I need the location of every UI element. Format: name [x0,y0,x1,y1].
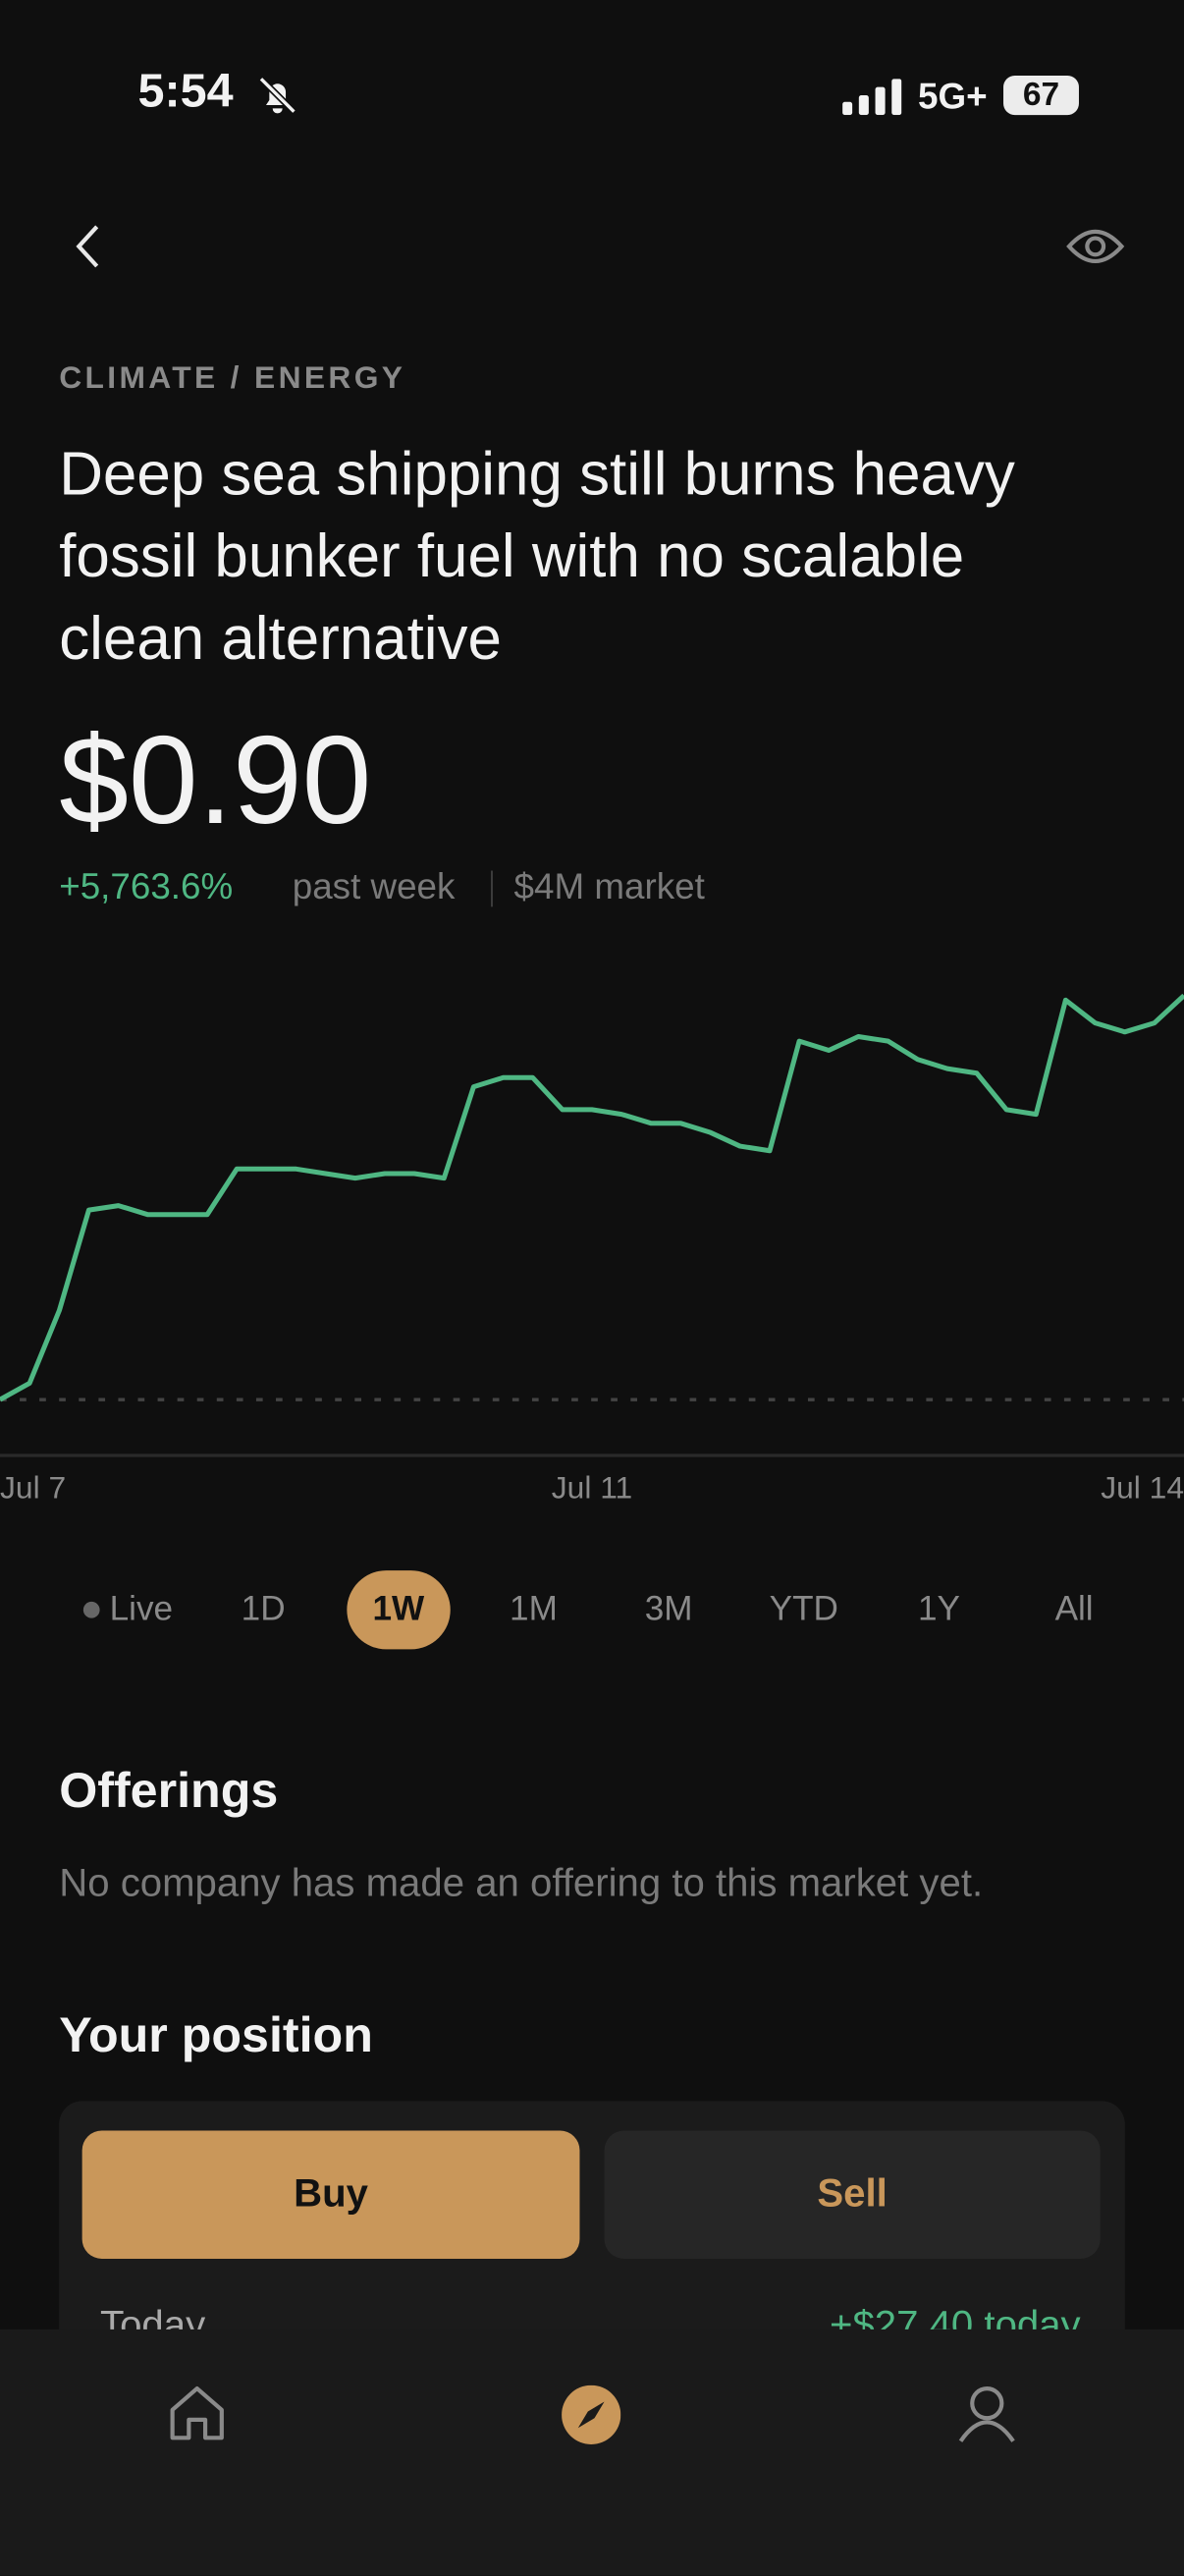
back-button[interactable] [66,220,115,273]
live-dot [82,1601,100,1618]
range-tab[interactable]: YTD [743,1570,865,1649]
range-label: 1W [372,1590,425,1628]
offerings-text: No company has made an offering to this … [59,1861,984,1906]
profile-tab[interactable] [957,2384,1016,2442]
watch-button[interactable] [1066,223,1125,269]
range-tab[interactable]: All [1029,1570,1120,1649]
range-tab[interactable]: 1M [483,1570,583,1649]
range-label: All [1054,1590,1094,1628]
range-label: 1M [510,1590,558,1628]
battery: 67 [1003,75,1079,116]
category: CLIMATE / ENERGY [59,360,406,397]
range-tab[interactable]: 1Y [891,1570,986,1649]
mute-icon [258,76,296,115]
buy-button[interactable]: Buy [81,2130,580,2259]
market-size: $4M market [513,865,705,907]
signal-icon [842,79,902,116]
sell-button[interactable]: Sell [604,2130,1101,2259]
range-label: YTD [769,1590,838,1628]
x-tick-label: Jul 11 [551,1471,633,1507]
range-tab[interactable]: 1W [346,1570,451,1650]
section-title: Your position [59,2008,373,2063]
price-chart [0,993,1184,1457]
section-title: Offerings [59,1764,279,1819]
price: $0.90 [59,711,372,851]
x-tick-label: Jul 14 [1101,1471,1184,1507]
network: 5G+ [918,75,988,117]
range-tab[interactable]: 1D [215,1570,311,1649]
home-tab[interactable] [168,2384,227,2442]
range-label: 1Y [917,1590,960,1628]
x-tick-label: Jul 7 [0,1471,67,1507]
market-title: Deep sea shipping still burns heavy foss… [59,440,1015,673]
range-tab[interactable]: 3M [619,1570,719,1649]
range-label: 3M [644,1590,693,1628]
price-line [0,993,1184,1402]
price-change: +5,763.6% [59,865,234,907]
clock: 5:54 [137,65,234,119]
explore-tab[interactable] [562,2384,621,2444]
tab-bar [0,2329,1184,2576]
range-tab[interactable]: Live [57,1570,199,1649]
range-label: Live [109,1590,174,1628]
separator [491,870,493,907]
period: past week [292,865,456,907]
range-label: 1D [241,1590,286,1628]
